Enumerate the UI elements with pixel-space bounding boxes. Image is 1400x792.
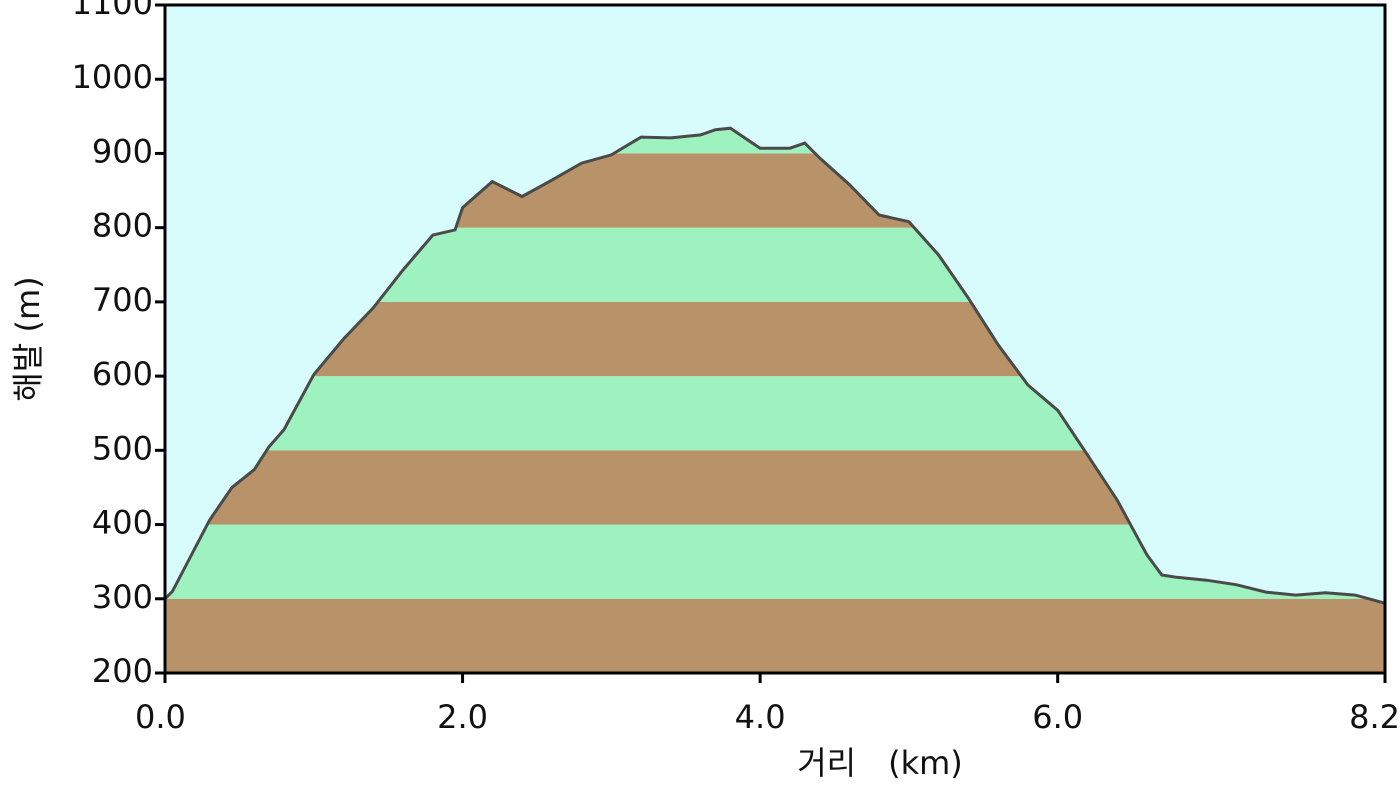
y-axis-title: 해발 (m): [9, 276, 47, 401]
elevation-line: [163, 126, 1386, 605]
y-tick-label: 900: [92, 132, 153, 170]
y-tick-label: 800: [92, 207, 153, 245]
y-tick-label: 300: [92, 578, 153, 616]
y-tick-label: 700: [92, 281, 153, 319]
y-tick-label: 200: [92, 652, 153, 690]
x-tick-label: 0.0: [135, 698, 186, 736]
y-tick-label: 600: [92, 355, 153, 393]
y-tick-label: 1000: [72, 58, 153, 96]
x-tick-label: 2.0: [437, 698, 488, 736]
x-axis-title: 거리 (km): [797, 744, 963, 782]
y-tick-label: 1100: [72, 0, 153, 22]
x-tick-label: 4.0: [735, 698, 786, 736]
y-tick-label: 400: [92, 504, 153, 542]
x-tick-label: 8.2: [1349, 698, 1400, 736]
x-tick-label: 6.0: [1032, 698, 1083, 736]
y-tick-label: 500: [92, 429, 153, 467]
elevation-band: [165, 598, 1385, 673]
